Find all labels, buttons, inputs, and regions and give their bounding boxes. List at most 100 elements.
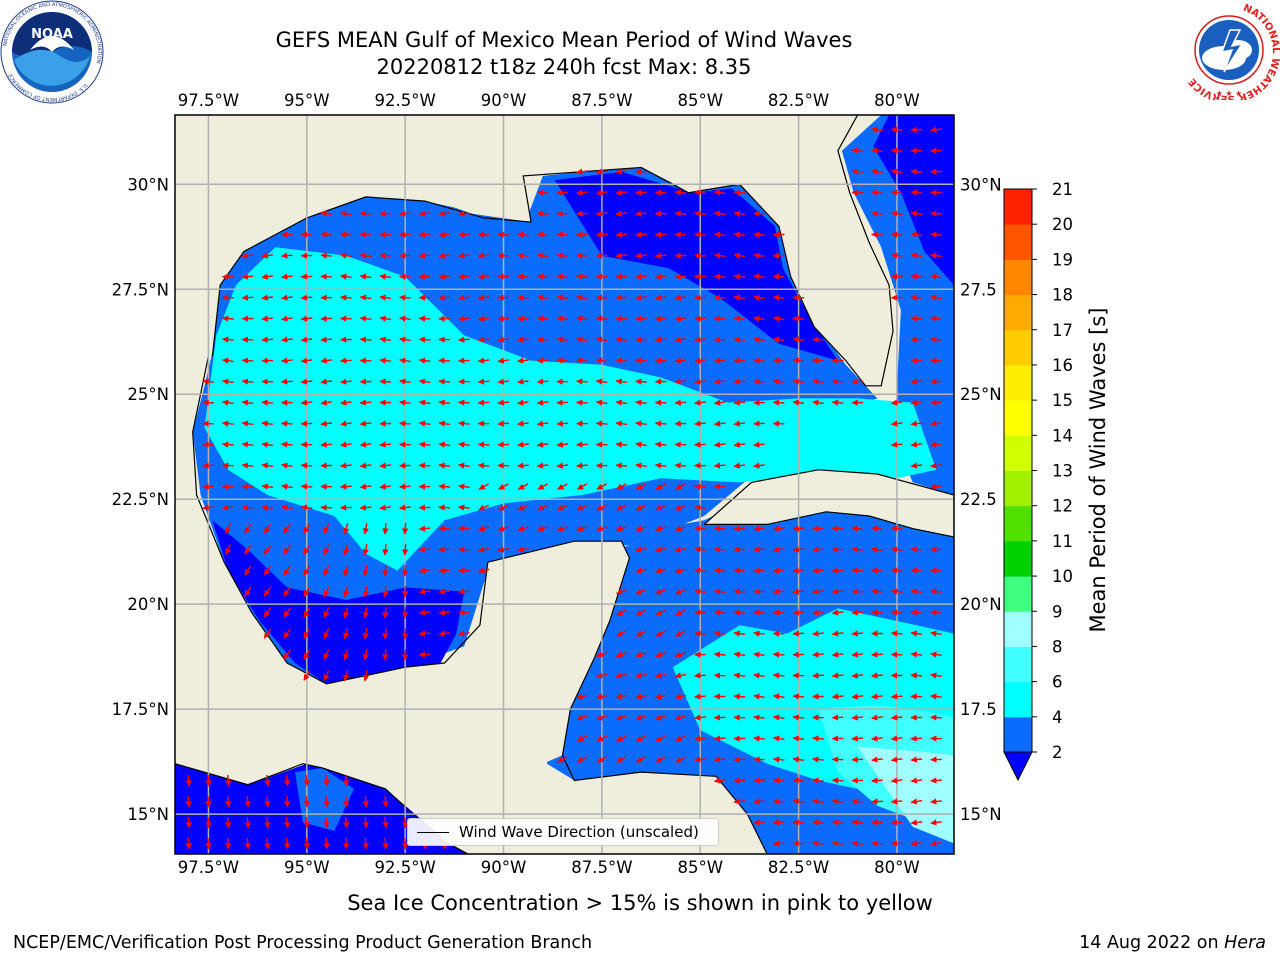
wave-direction-arrow — [851, 525, 864, 532]
wave-direction-arrow — [772, 588, 785, 595]
wave-direction-arrow — [733, 756, 746, 763]
wave-direction-arrow — [458, 483, 470, 490]
wave-direction-arrow — [379, 378, 392, 385]
wave-direction-arrow — [910, 651, 923, 658]
wave-direction-arrow — [890, 609, 903, 616]
wave-direction-arrow — [343, 523, 350, 535]
wave-direction-arrow — [694, 546, 706, 553]
wave-direction-arrow — [202, 504, 214, 511]
wave-direction-arrow — [595, 336, 608, 343]
wave-direction-arrow — [674, 294, 687, 301]
wave-direction-arrow — [713, 630, 726, 637]
wave-direction-arrow — [654, 273, 667, 280]
wave-direction-arrow — [674, 357, 687, 364]
wave-direction-arrow — [343, 670, 350, 682]
wave-direction-arrow — [418, 315, 431, 322]
wave-direction-arrow — [300, 378, 313, 385]
wave-direction-arrow — [694, 672, 706, 679]
wave-direction-arrow — [713, 525, 726, 532]
wave-direction-arrow — [320, 315, 333, 322]
wave-period-field — [175, 115, 954, 854]
wave-direction-arrow — [556, 294, 569, 301]
wave-direction-arrow — [910, 588, 923, 595]
wave-direction-arrow — [635, 756, 647, 763]
wave-direction-arrow — [851, 546, 864, 553]
wave-direction-arrow — [831, 798, 844, 805]
wave-direction-arrow — [674, 525, 686, 532]
wave-direction-arrow — [713, 231, 726, 238]
wave-direction-arrow — [402, 565, 409, 577]
nws-logo: NATIONAL WEATHER SERVICE ★ ★ ★ — [1181, 2, 1280, 100]
wave-direction-arrow — [674, 693, 687, 700]
wave-direction-arrow — [477, 441, 490, 448]
wave-direction-arrow — [930, 609, 942, 616]
wave-direction-arrow — [753, 672, 765, 679]
wave-direction-arrow — [871, 588, 883, 595]
wave-direction-arrow — [792, 777, 805, 784]
wave-direction-arrow — [733, 630, 746, 637]
wave-direction-arrow — [792, 378, 805, 385]
wave-direction-arrow — [438, 462, 451, 469]
colorbar-tick-label: 18 — [1052, 286, 1073, 305]
wave-direction-arrow — [871, 693, 883, 700]
wave-direction-arrow — [753, 714, 765, 721]
wave-direction-arrow — [674, 546, 687, 553]
lon-tick-bottom: 85°W — [677, 858, 723, 877]
lat-tick-right: 30°N — [960, 175, 1002, 194]
wave-direction-arrow — [713, 588, 726, 595]
wave-direction-arrow — [910, 231, 923, 238]
lat-tick-left: 25°N — [127, 385, 169, 404]
wave-direction-arrow — [890, 147, 903, 154]
wave-direction-arrow — [772, 693, 785, 700]
wave-direction-arrow — [281, 273, 293, 280]
wave-direction-arrow — [772, 651, 785, 658]
wave-direction-arrow — [615, 525, 627, 532]
wave-direction-arrow — [871, 231, 883, 238]
wave-direction-arrow — [241, 441, 254, 448]
wave-direction-arrow — [477, 336, 490, 343]
wave-direction-arrow — [438, 420, 451, 427]
colorbar-tick-label: 12 — [1052, 497, 1073, 516]
wave-direction-arrow — [595, 252, 608, 259]
wave-direction-arrow — [831, 777, 844, 784]
wave-direction-arrow — [654, 315, 667, 322]
wave-direction-arrow — [713, 462, 726, 469]
wave-direction-arrow — [264, 774, 271, 787]
wave-direction-arrow — [399, 294, 411, 301]
wave-direction-arrow — [812, 399, 824, 406]
wave-direction-arrow — [635, 525, 647, 532]
wave-direction-arrow — [497, 420, 510, 427]
wave-direction-arrow — [458, 210, 470, 217]
wave-direction-arrow — [733, 273, 746, 280]
lon-tick-top: 82.5°W — [768, 91, 829, 110]
wave-direction-arrow — [871, 651, 883, 658]
wave-direction-arrow — [910, 210, 923, 217]
wave-direction-arrow — [320, 231, 332, 238]
caribbean-max-period — [857, 746, 954, 844]
wave-direction-arrow — [615, 273, 628, 280]
wave-direction-arrow — [772, 294, 785, 301]
wave-direction-arrow — [654, 252, 667, 259]
wave-direction-arrow — [517, 504, 529, 511]
wave-direction-arrow — [477, 462, 490, 469]
map-area — [175, 115, 954, 854]
wave-direction-arrow — [890, 546, 903, 553]
wave-direction-arrow — [576, 252, 588, 259]
wave-direction-arrow — [733, 777, 746, 784]
wave-direction-arrow — [241, 399, 254, 406]
wave-direction-arrow — [635, 567, 647, 574]
wave-direction-arrow — [323, 837, 330, 850]
wave-direction-arrow — [438, 231, 451, 238]
wave-direction-arrow — [241, 462, 254, 469]
wave-direction-arrow — [890, 798, 903, 805]
wave-direction-arrow — [438, 273, 451, 280]
wave-direction-arrow — [713, 420, 726, 427]
wave-direction-arrow — [536, 294, 549, 301]
wave-direction-arrow — [831, 672, 844, 679]
coastline-1 — [192, 356, 768, 854]
wave-direction-arrow — [812, 819, 824, 826]
wave-direction-arrow — [362, 816, 369, 829]
wave-direction-arrow — [342, 795, 350, 808]
wave-direction-arrow — [733, 651, 746, 658]
wave-direction-arrow — [654, 462, 667, 469]
